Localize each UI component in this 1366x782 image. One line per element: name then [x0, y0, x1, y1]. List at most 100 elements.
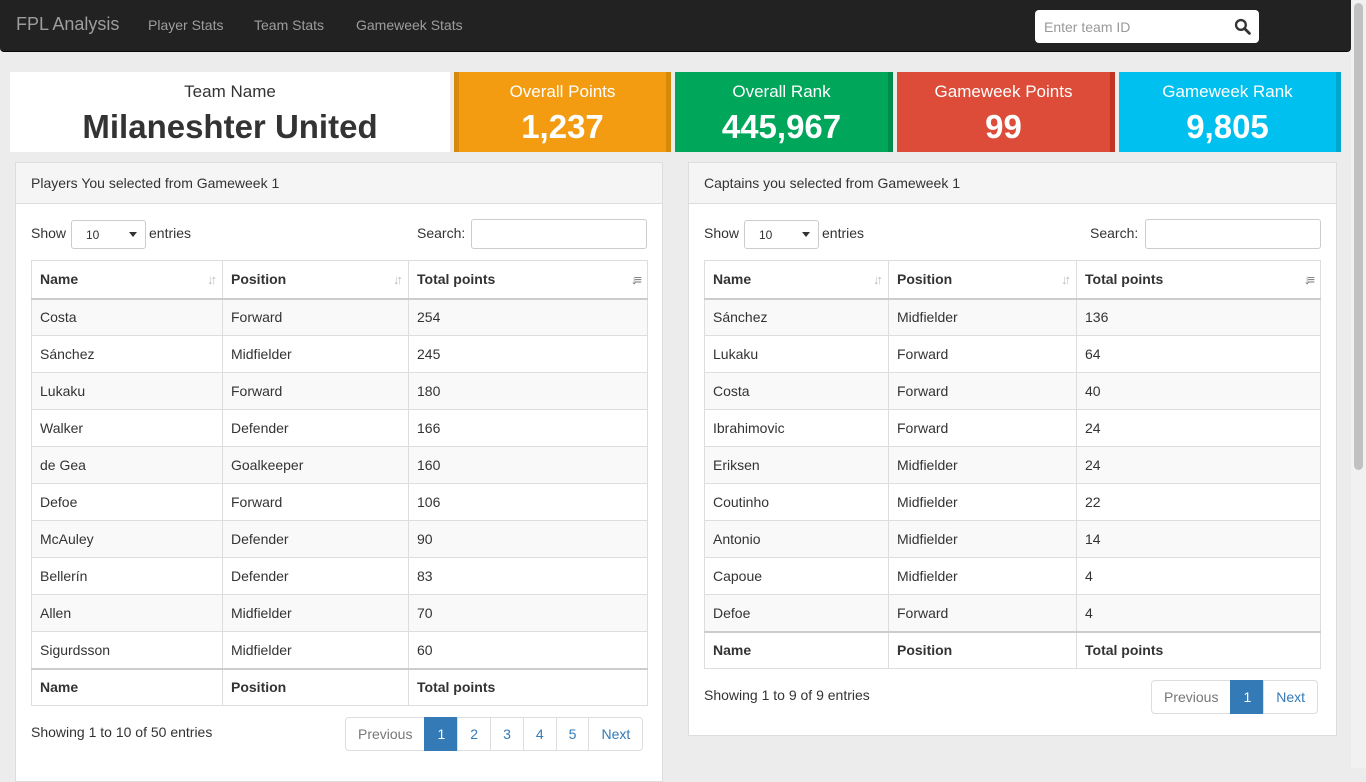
points-cell: 136: [1076, 298, 1321, 336]
navbar: FPL Analysis Player Stats Team Stats Gam…: [0, 0, 1351, 52]
points-cell: 64: [1076, 335, 1321, 373]
position-cell: Forward: [222, 298, 409, 336]
position-cell: Midfielder: [222, 631, 409, 669]
players-table-info: Showing 1 to 10 of 50 entries: [31, 724, 213, 740]
page-1-button[interactable]: 1: [1230, 680, 1265, 714]
show-label: Show: [31, 225, 67, 241]
player-name-cell: McAuley: [31, 520, 223, 558]
position-cell: Forward: [888, 594, 1077, 632]
captains-pagination: Previous 1 Next: [1151, 680, 1319, 714]
nav-team-stats[interactable]: Team Stats: [254, 17, 325, 33]
points-cell: 22: [1076, 483, 1321, 521]
player-name-cell: Lukaku: [704, 335, 889, 373]
table-row: Sigurdsson Midfielder 60: [31, 631, 648, 669]
sort-both-icon: ↓↑: [393, 272, 403, 287]
table-row: Lukaku Forward 180: [31, 372, 648, 410]
position-cell: Forward: [222, 483, 409, 521]
sort-desc-icon: ↓≡: [1303, 272, 1315, 287]
position-cell: Forward: [888, 372, 1077, 410]
players-table: Name ↓↑ Position ↓↑ Total points ↓≡ Costa Fo…: [31, 260, 648, 706]
col-name-header[interactable]: Name ↓↑: [704, 260, 889, 300]
players-panel: Players You selected from Gameweek 1 Sho…: [15, 162, 663, 782]
position-cell: Midfielder: [888, 298, 1077, 336]
captains-length-value: 10: [759, 228, 773, 242]
captains-search-input[interactable]: [1145, 219, 1321, 249]
table-row: Allen Midfielder 70: [31, 594, 648, 632]
position-cell: Forward: [888, 335, 1077, 373]
points-cell: 14: [1076, 520, 1321, 558]
page-3-button[interactable]: 3: [490, 717, 524, 751]
col-position-header[interactable]: Position ↓↑: [222, 260, 409, 300]
player-name-cell: Eriksen: [704, 446, 889, 484]
team-id-input[interactable]: [1035, 10, 1225, 43]
sort-both-icon: ↓↑: [1061, 272, 1071, 287]
player-name-cell: Allen: [31, 594, 223, 632]
foot-name: Name: [704, 630, 889, 669]
page-scrollbar[interactable]: [1351, 0, 1366, 768]
previous-page-button[interactable]: Previous: [1151, 680, 1232, 714]
table-row: Bellerín Defender 83: [31, 557, 648, 595]
player-name-cell: de Gea: [31, 446, 223, 484]
search-icon[interactable]: [1234, 18, 1251, 35]
player-name-cell: Capoue: [704, 557, 889, 595]
page-4-button[interactable]: 4: [522, 717, 557, 751]
foot-points: Total points: [1076, 630, 1321, 669]
players-search-input[interactable]: [471, 219, 647, 249]
col-name-header[interactable]: Name ↓↑: [31, 260, 223, 300]
points-cell: 180: [408, 372, 648, 410]
team-name-label: Team Name: [184, 82, 276, 101]
scroll-thumb[interactable]: [1354, 3, 1363, 470]
next-page-button[interactable]: Next: [588, 717, 644, 751]
position-cell: Midfielder: [888, 557, 1077, 595]
overall-rank-box: Overall Rank 445,967: [675, 72, 893, 152]
sort-both-icon: ↓↑: [873, 272, 883, 287]
entries-label: entries: [149, 225, 192, 241]
position-cell: Midfielder: [888, 483, 1077, 521]
players-search-label: Search:: [417, 225, 466, 241]
gameweek-points-box: Gameweek Points 99: [897, 72, 1115, 152]
captains-table-info: Showing 1 to 9 of 9 entries: [704, 687, 870, 703]
position-cell: Midfielder: [888, 446, 1077, 484]
page-1-button[interactable]: 1: [424, 717, 459, 751]
foot-name: Name: [31, 667, 223, 706]
page-5-button[interactable]: 5: [555, 717, 590, 751]
player-name-cell: Sánchez: [704, 298, 889, 336]
gameweek-points-label: Gameweek Points: [934, 82, 1073, 101]
position-cell: Forward: [888, 409, 1077, 447]
points-cell: 83: [408, 557, 648, 595]
page-2-button[interactable]: 2: [457, 717, 492, 751]
table-row: Ibrahimovic Forward 24: [704, 409, 1321, 447]
points-cell: 106: [408, 483, 648, 521]
player-name-cell: Defoe: [704, 594, 889, 632]
players-length-select[interactable]: 10: [71, 220, 146, 249]
nav-gameweek-stats[interactable]: Gameweek Stats: [356, 17, 463, 33]
players-panel-title: Players You selected from Gameweek 1: [16, 163, 662, 204]
player-name-cell: Sánchez: [31, 335, 223, 373]
col-points-header[interactable]: Total points ↓≡: [408, 260, 648, 300]
next-page-button[interactable]: Next: [1263, 680, 1319, 714]
gameweek-rank-value: 9,805: [1186, 108, 1269, 145]
gameweek-rank-label: Gameweek Rank: [1162, 82, 1293, 101]
captains-panel: Captains you selected from Gameweek 1 Sh…: [688, 162, 1337, 736]
table-row: Coutinho Midfielder 22: [704, 483, 1321, 521]
brand-title[interactable]: FPL Analysis: [16, 14, 120, 34]
overall-rank-label: Overall Rank: [732, 82, 831, 101]
table-row: Lukaku Forward 64: [704, 335, 1321, 373]
gameweek-points-value: 99: [985, 108, 1022, 145]
chevron-down-icon: [129, 232, 137, 237]
table-row: McAuley Defender 90: [31, 520, 648, 558]
position-cell: Midfielder: [888, 520, 1077, 558]
stats-row: Team Name Milaneshter United Overall Poi…: [10, 72, 1341, 152]
captains-length-select[interactable]: 10: [744, 220, 819, 249]
player-name-cell: Costa: [31, 298, 223, 336]
sort-desc-icon: ↓≡: [630, 272, 642, 287]
col-position-header[interactable]: Position ↓↑: [888, 260, 1077, 300]
chevron-down-icon: [802, 232, 810, 237]
position-cell: Midfielder: [222, 594, 409, 632]
position-cell: Goalkeeper: [222, 446, 409, 484]
table-row: Costa Forward 254: [31, 298, 648, 336]
nav-player-stats[interactable]: Player Stats: [148, 17, 224, 33]
previous-page-button[interactable]: Previous: [345, 717, 426, 751]
col-points-header[interactable]: Total points ↓≡: [1076, 260, 1321, 300]
points-cell: 4: [1076, 594, 1321, 632]
